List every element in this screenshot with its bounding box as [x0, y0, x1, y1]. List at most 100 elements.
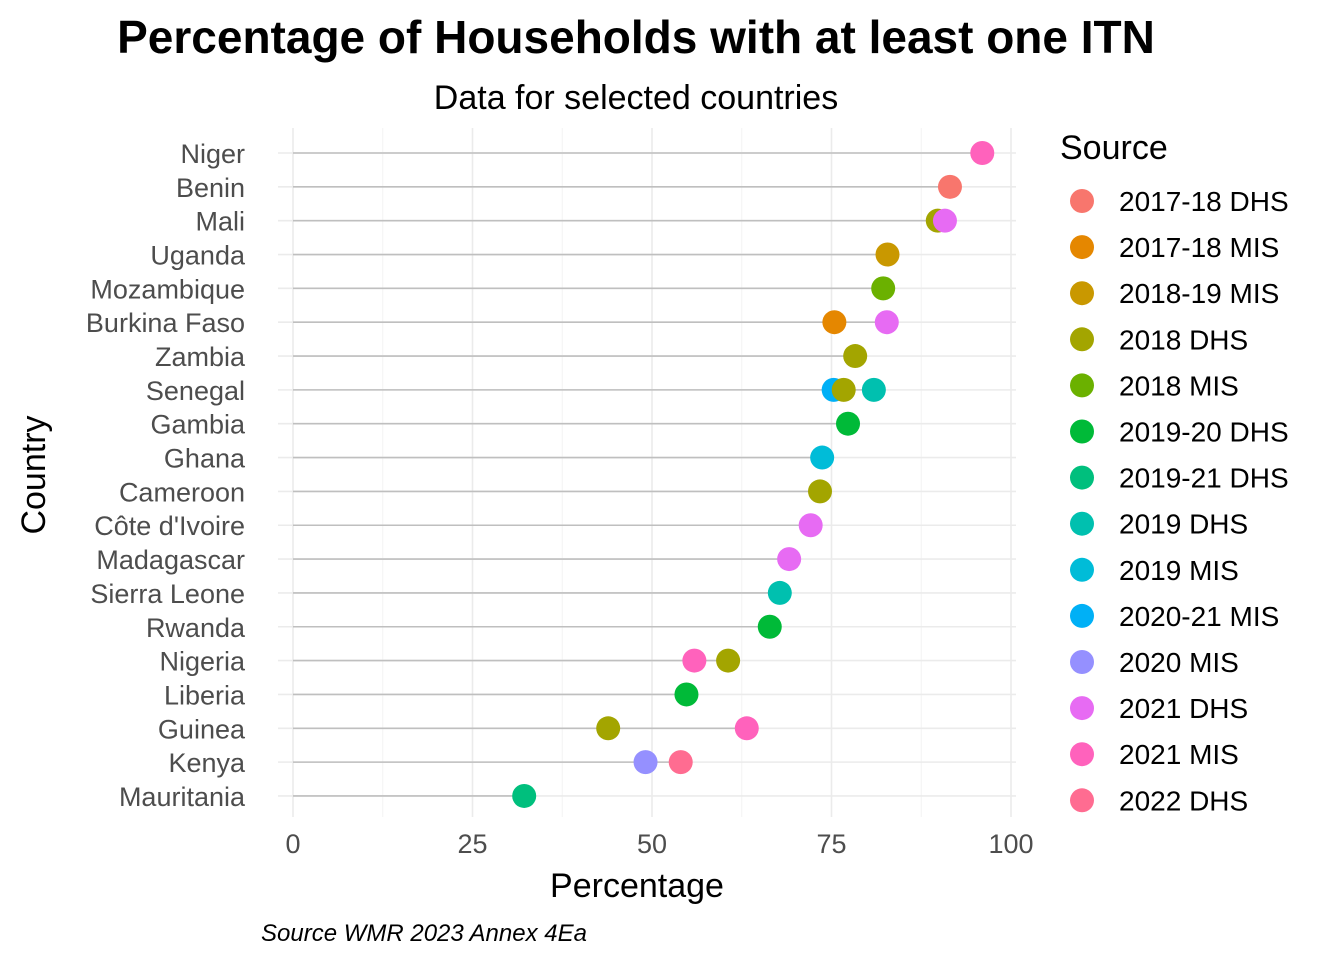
legend-item-2017-18-mis: 2017-18 MIS	[1070, 232, 1279, 263]
point-mali-2021-dhs	[932, 208, 957, 233]
legend-items: 2017-18 DHS 2017-18 MIS 2018-19 MIS 2018 DH…	[1070, 186, 1289, 816]
y-tick-label: Mauritania	[119, 782, 246, 812]
point-sierra-leone-2019-dhs	[767, 580, 792, 605]
y-tick-label: Senegal	[146, 376, 245, 406]
legend-label: 2022 DHS	[1119, 785, 1248, 816]
legend-item-2019-20-dhs: 2019-20 DHS	[1070, 417, 1289, 448]
legend-label: 2020-21 MIS	[1119, 601, 1279, 632]
point-niger-2021-mis	[970, 141, 995, 165]
legend-swatch	[1070, 189, 1094, 213]
point-uganda-2018-19-mis	[875, 242, 900, 267]
legend-swatch	[1070, 235, 1094, 260]
legend-label: 2017-18 MIS	[1119, 232, 1279, 263]
point-benin-2017-18-dhs	[937, 174, 962, 199]
legend: Source 2017-18 DHS 2017-18 MIS 2018-19 MIS…	[1060, 129, 1289, 816]
y-tick-label: Gambia	[150, 410, 246, 440]
point-cameroon-2018-dhs	[808, 479, 833, 504]
legend-swatch	[1070, 603, 1094, 628]
legend-item-2018-19-mis: 2018-19 MIS	[1070, 278, 1279, 309]
point-guinea-2018-dhs	[596, 716, 621, 741]
legend-swatch	[1070, 327, 1094, 352]
point-ghana-2019-mis	[810, 445, 835, 470]
point-mauritania-2019-21-dhs	[512, 783, 537, 808]
y-tick-label: Liberia	[164, 680, 246, 710]
point-gambia-2019-20-dhs	[836, 411, 861, 436]
point-kenya-2020-mis	[633, 750, 658, 775]
point-cote-d-ivoire-2021-dhs	[798, 513, 823, 538]
legend-item-2021-mis: 2021 MIS	[1070, 739, 1239, 770]
legend-item-2019-mis: 2019 MIS	[1070, 555, 1239, 586]
legend-label: 2018 MIS	[1119, 370, 1239, 401]
y-tick-label: Nigeria	[159, 647, 246, 677]
legend-item-2022-dhs: 2022 DHS	[1070, 785, 1248, 816]
y-tick-label: Zambia	[155, 342, 246, 372]
legend-label: 2021 DHS	[1119, 693, 1248, 724]
chart-subtitle: Data for selected countries	[434, 79, 838, 117]
y-tick-label: Rwanda	[146, 613, 246, 643]
legend-item-2018-mis: 2018 MIS	[1070, 370, 1239, 401]
legend-item-2019-dhs: 2019 DHS	[1070, 509, 1248, 540]
data-points	[512, 141, 995, 808]
legend-swatch	[1070, 557, 1094, 582]
legend-label: 2020 MIS	[1119, 647, 1239, 678]
y-axis-title: Country	[15, 415, 53, 534]
x-axis-tick-labels: 0 25 50 75 100	[285, 829, 1033, 859]
y-tick-label: Uganda	[150, 241, 246, 271]
y-tick-label: Burkina Faso	[86, 308, 245, 338]
legend-swatch	[1070, 650, 1094, 674]
legend-label: 2021 MIS	[1119, 739, 1239, 770]
legend-title: Source	[1060, 129, 1168, 167]
point-burkina-faso-2021-dhs	[874, 310, 899, 335]
legend-swatch	[1070, 465, 1094, 490]
x-tick-label: 50	[637, 829, 667, 859]
y-tick-label: Benin	[176, 173, 245, 203]
plot-grid	[278, 128, 1016, 817]
legend-item-2019-21-dhs: 2019-21 DHS	[1070, 463, 1289, 494]
chart-caption: Source WMR 2023 Annex 4Ea	[261, 920, 587, 947]
point-mozambique-2018-mis	[871, 276, 896, 301]
legend-label: 2019-21 DHS	[1119, 463, 1289, 494]
legend-label: 2018-19 MIS	[1119, 278, 1279, 309]
y-tick-label: Ghana	[164, 444, 246, 474]
country-segments	[293, 152, 983, 797]
legend-label: 2019-20 DHS	[1119, 417, 1289, 448]
legend-item-2017-18-dhs: 2017-18 DHS	[1070, 186, 1289, 217]
point-nigeria-2018-dhs	[716, 648, 741, 673]
x-axis-title: Percentage	[550, 867, 724, 905]
point-rwanda-2019-20-dhs	[757, 614, 782, 639]
legend-swatch	[1070, 373, 1094, 398]
legend-label: 2019 DHS	[1119, 509, 1248, 540]
x-tick-label: 25	[457, 829, 487, 859]
legend-swatch	[1070, 419, 1094, 444]
legend-swatch	[1070, 788, 1094, 813]
y-tick-label: Mozambique	[90, 274, 245, 304]
chart-title: Percentage of Households with at least o…	[117, 11, 1155, 63]
point-guinea-2021-mis	[734, 716, 759, 741]
point-nigeria-2021-mis	[682, 648, 707, 673]
legend-item-2021-dhs: 2021 DHS	[1070, 693, 1248, 724]
point-burkina-faso-2017-18-mis	[822, 310, 847, 335]
point-madagascar-2021-dhs	[777, 547, 802, 572]
x-tick-label: 0	[285, 829, 300, 859]
x-tick-label: 75	[816, 829, 846, 859]
legend-item-2018-dhs: 2018 DHS	[1070, 324, 1248, 355]
point-senegal-2018-dhs	[831, 377, 856, 402]
legend-swatch	[1070, 281, 1094, 306]
point-liberia-2019-20-dhs	[674, 682, 699, 707]
legend-swatch	[1070, 696, 1094, 721]
point-kenya-2022-dhs	[668, 750, 693, 775]
y-tick-label: Kenya	[168, 748, 246, 778]
legend-label: 2018 DHS	[1119, 324, 1248, 355]
y-tick-label: Sierra Leone	[90, 579, 245, 609]
y-tick-label: Cameroon	[119, 477, 245, 507]
y-tick-label: Niger	[180, 139, 245, 169]
legend-label: 2017-18 DHS	[1119, 186, 1289, 217]
y-tick-label: Guinea	[158, 714, 246, 744]
y-tick-label: Côte d'Ivoire	[94, 511, 245, 541]
legend-item-2020-21-mis: 2020-21 MIS	[1070, 601, 1279, 632]
legend-swatch	[1070, 511, 1094, 536]
y-tick-label: Madagascar	[96, 545, 245, 575]
point-zambia-2018-dhs	[843, 344, 868, 369]
